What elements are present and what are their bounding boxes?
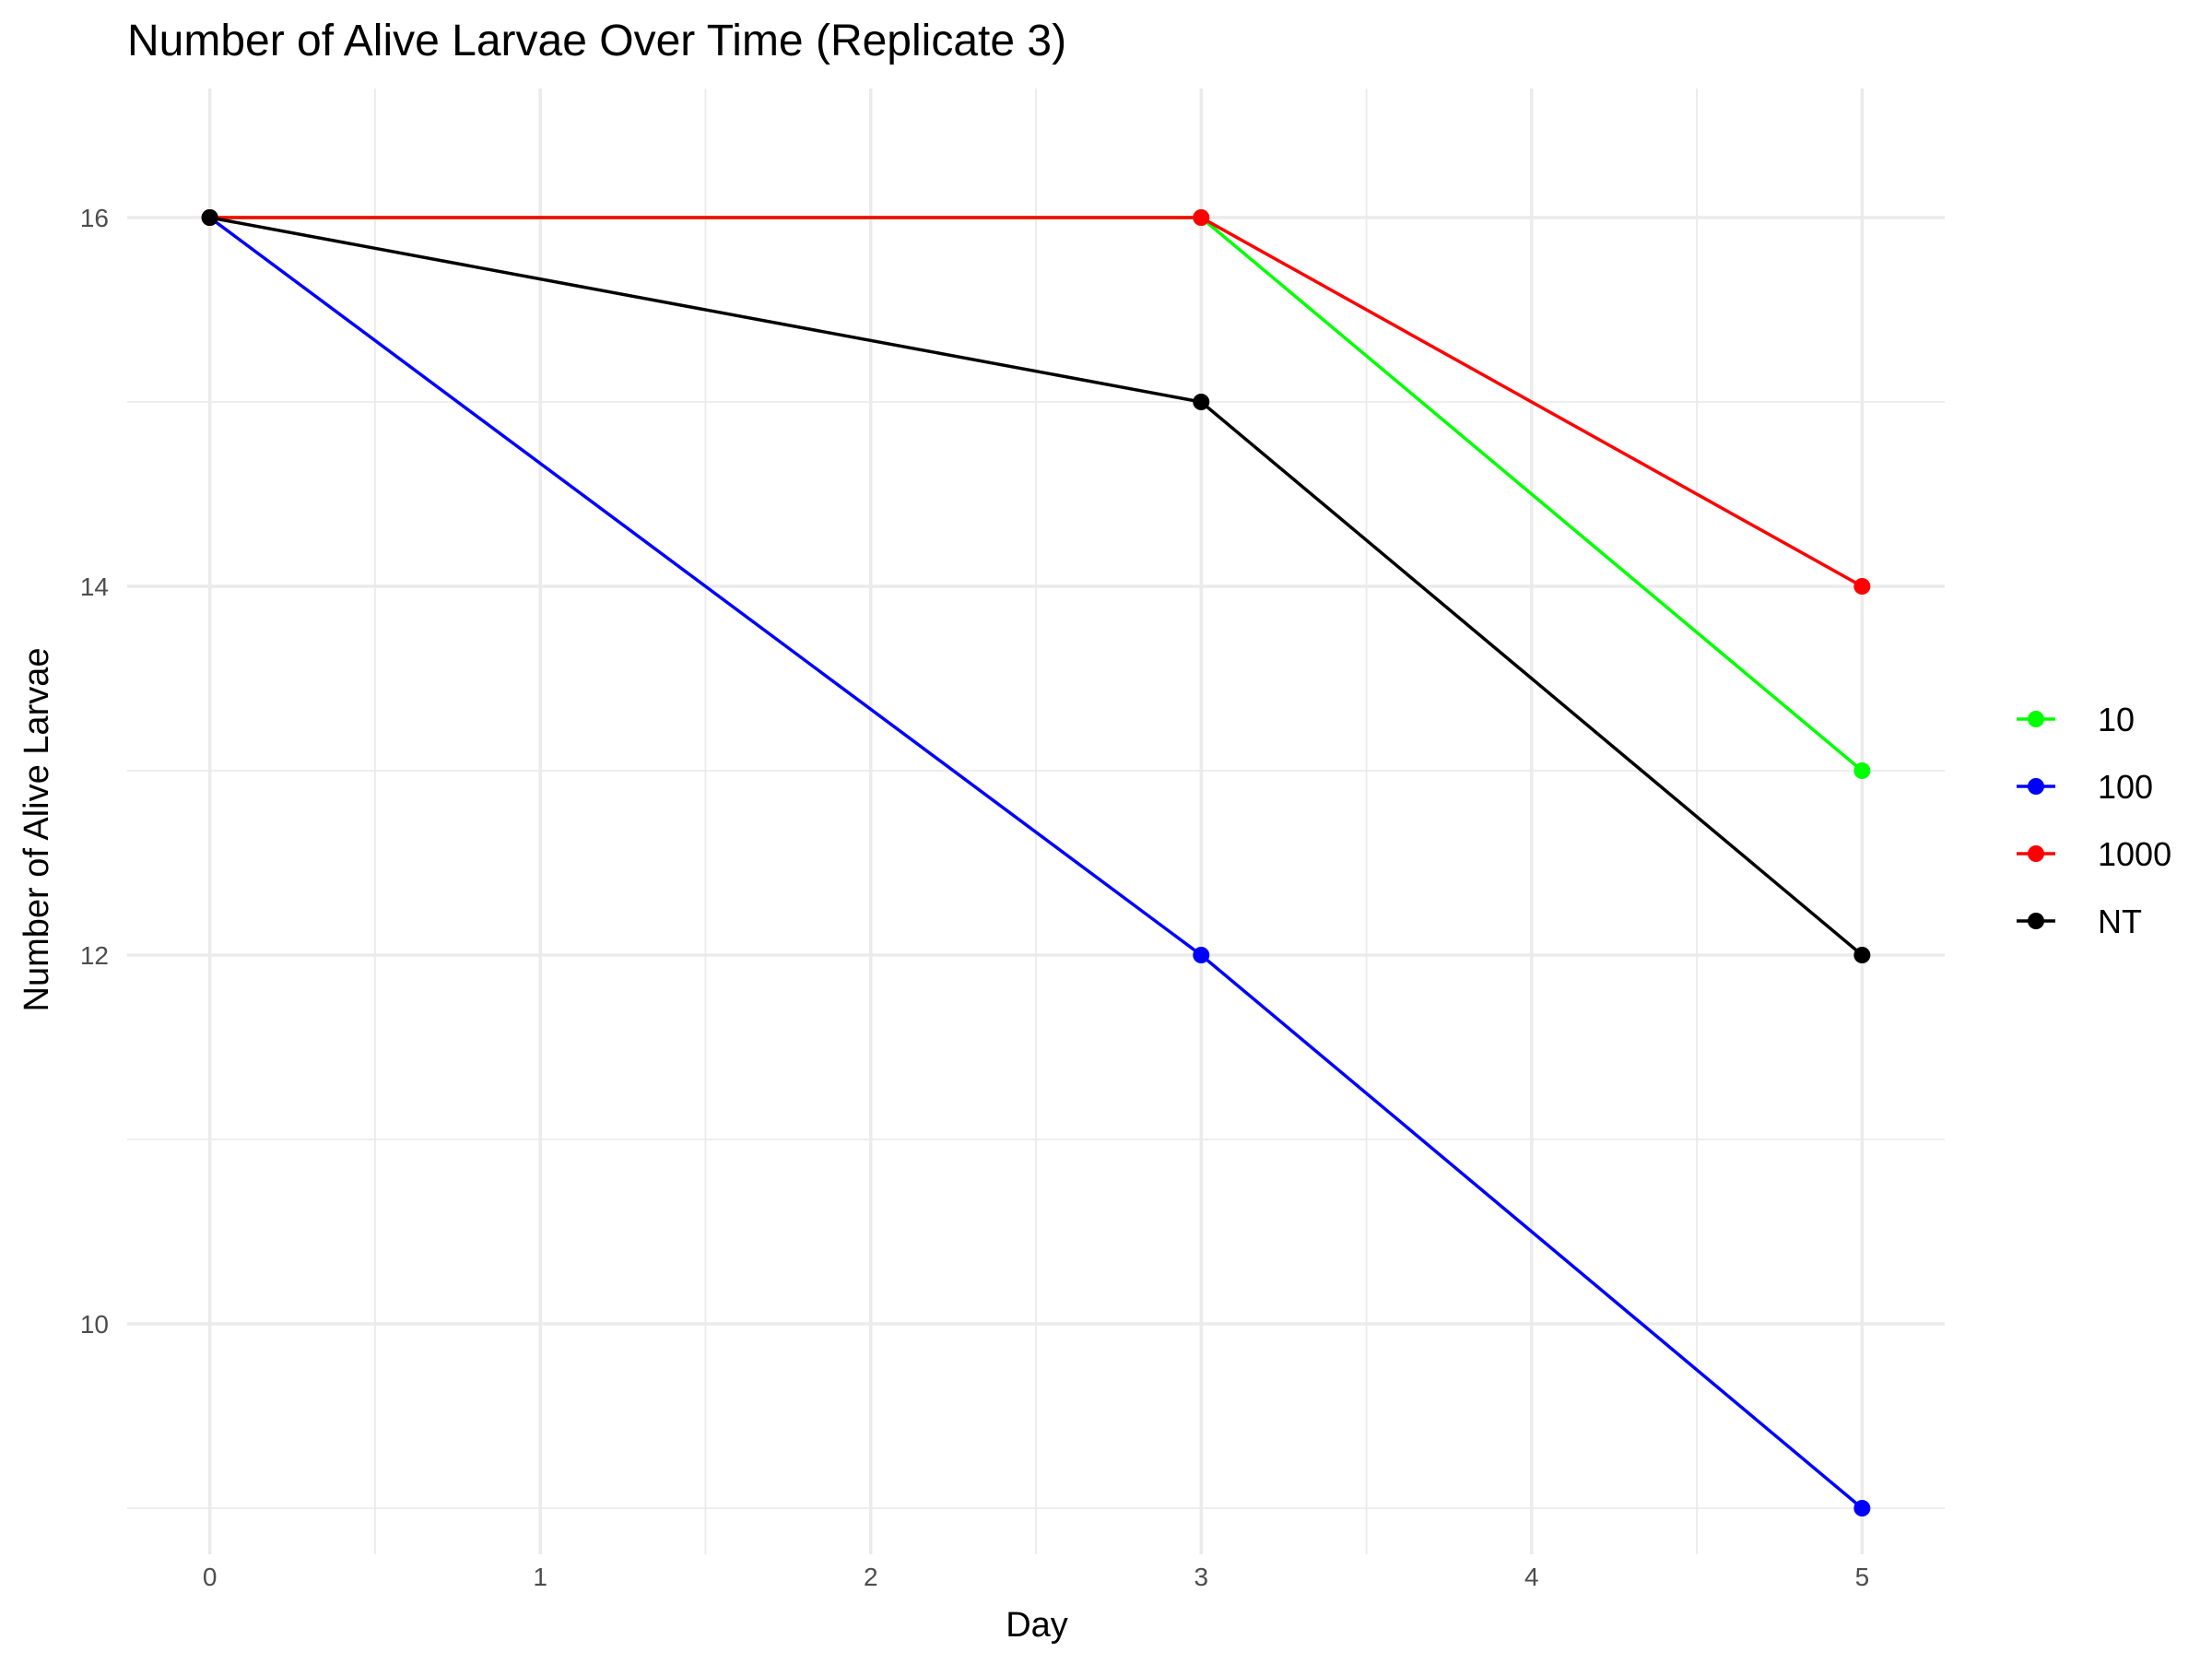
y-axis-title: Number of Alive Larvae — [18, 648, 56, 1012]
legend-key-point — [2028, 913, 2044, 929]
y-tick-label: 10 — [80, 1310, 109, 1339]
x-tick-label: 3 — [1194, 1563, 1208, 1591]
data-point-100 — [1193, 947, 1210, 963]
x-tick-label: 2 — [864, 1563, 878, 1591]
y-tick-label: 16 — [80, 204, 109, 232]
data-point-10 — [1853, 762, 1871, 779]
legend-item-1000: 1000 — [2017, 835, 2171, 873]
legend-key-point — [2028, 845, 2044, 862]
x-tick-label: 4 — [1524, 1563, 1539, 1591]
data-point-100 — [1853, 1500, 1871, 1516]
legend-label: NT — [2098, 903, 2142, 940]
legend-label: 1000 — [2098, 835, 2171, 873]
legend: 10 100 1000 NT — [2017, 701, 2171, 940]
legend-item-NT: NT — [2017, 903, 2142, 940]
y-tick-label: 14 — [80, 572, 109, 601]
data-point-NT — [1853, 947, 1871, 963]
x-tick-label: 5 — [1855, 1563, 1870, 1591]
legend-item-100: 100 — [2017, 768, 2153, 806]
x-tick-label: 0 — [203, 1563, 218, 1591]
legend-item-10: 10 — [2017, 701, 2135, 738]
data-point-1000 — [1853, 578, 1871, 595]
chart-title: Number of Alive Larvae Over Time (Replic… — [127, 17, 1066, 65]
series-layer — [201, 209, 1871, 1516]
legend-label: 100 — [2098, 768, 2153, 806]
y-tick-label: 12 — [80, 941, 109, 970]
data-point-1000 — [1193, 209, 1210, 226]
data-point-NT — [201, 209, 218, 226]
legend-key-point — [2028, 778, 2044, 795]
data-point-NT — [1193, 394, 1210, 410]
x-tick-label: 1 — [533, 1563, 547, 1591]
grid — [127, 89, 1945, 1554]
x-axis-title: Day — [1006, 1606, 1068, 1645]
legend-label: 10 — [2098, 701, 2135, 738]
legend-key-point — [2028, 711, 2044, 727]
